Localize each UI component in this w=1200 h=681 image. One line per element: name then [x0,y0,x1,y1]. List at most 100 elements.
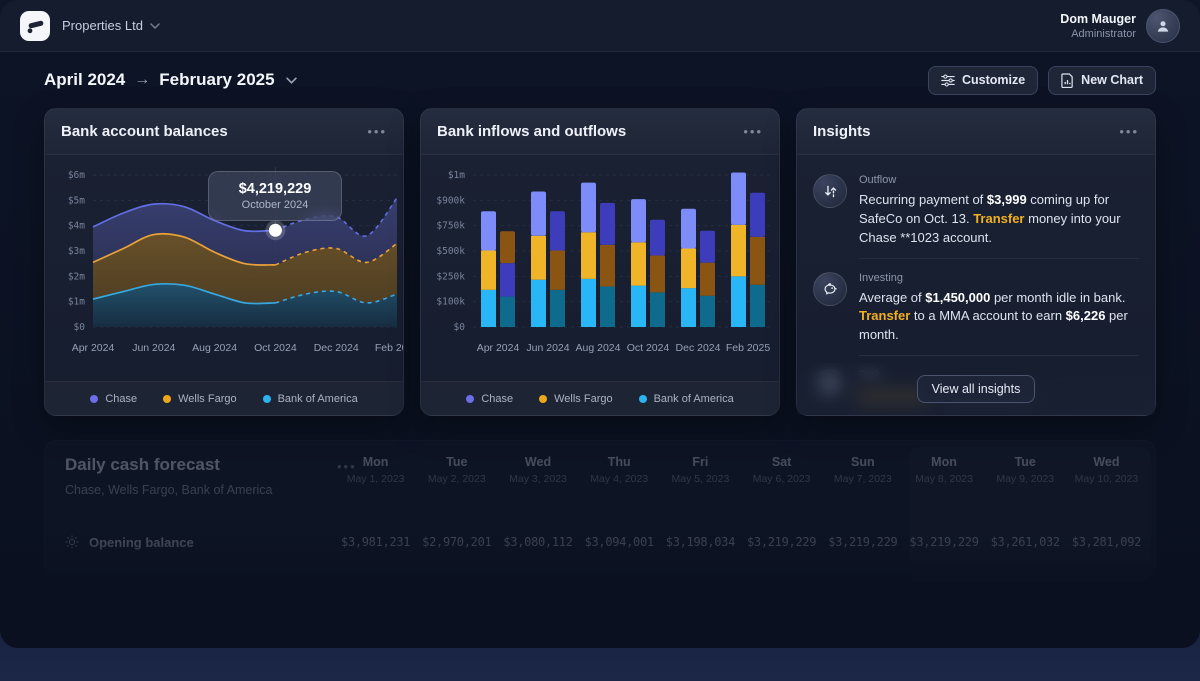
forecast-day: Fri [692,455,709,469]
chevron-down-icon [285,76,297,84]
person-icon [1157,20,1169,32]
svg-text:$1m: $1m [68,297,85,308]
date-range-start: April 2024 [44,70,126,89]
svg-text:Aug 2024: Aug 2024 [576,342,621,354]
customize-button[interactable]: Customize [927,65,1039,95]
company-name: Properties Ltd [62,18,143,33]
piggy-bank-icon [813,271,847,306]
forecast-value: $3,080,112 [503,535,573,549]
forecast-column: Mon May 8, 2023 $3,219,229 [903,441,984,589]
legend-item-wells-fargo[interactable]: Wells Fargo [539,392,613,405]
date-range-selector[interactable]: April 2024 → February 2025 [44,70,297,90]
forecast-date: May 5, 2023 [671,473,730,485]
legend-color-dot [163,394,172,403]
forecast-value: $3,219,229 [909,535,979,549]
forecast-column: Mon May 1, 2023 $3,981,231 [335,441,416,589]
forecast-day: Wed [524,455,552,469]
insight-text: Average of $1,450,000 per month idle in … [859,289,1128,343]
svg-text:$4m: $4m [68,221,85,232]
svg-text:Feb 2025: Feb 2025 [726,342,771,354]
legend-label: Chase [105,392,138,405]
forecast-day: Mon [362,455,389,469]
company-switcher[interactable]: Properties Ltd [62,18,160,33]
app-logo-icon [20,10,50,41]
svg-text:Dec 2024: Dec 2024 [314,342,359,354]
svg-text:$0: $0 [74,322,86,333]
forecast-date: May 9, 2023 [996,473,1055,485]
forecast-column: Fri May 5, 2023 $3,198,034 [660,441,741,589]
user-name: Dom Mauger [1060,11,1136,26]
insights-list: Outflow Recurring payment of $3,999 comin… [797,155,1155,415]
forecast-value: $3,281,092 [1071,535,1142,549]
legend-color-dot [90,394,99,403]
tooltip-label: October 2024 [241,199,309,211]
svg-text:Feb 2025: Feb 2025 [375,342,404,354]
legend-color-dot [638,394,647,403]
card-title: Insights [813,123,871,140]
card-menu-button[interactable]: ••• [743,124,763,139]
forecast-date: May 3, 2023 [509,473,567,485]
divider [859,355,1139,357]
legend-label: Bank of America [653,392,734,405]
chart-file-icon [1061,72,1073,88]
arrow-right-icon: → [134,71,151,88]
forecast-value: $3,981,231 [340,535,411,549]
svg-text:Oct 2024: Oct 2024 [254,342,297,354]
page-header: April 2024 → February 2025 Customize New… [44,64,1156,96]
forecast-date: May 10, 2023 [1074,473,1139,485]
svg-text:Apr 2024: Apr 2024 [477,342,520,354]
flows-bar-chart: $0 $100k $250k $500k $750k $900k $1m Apr 2024 Ju… [436,170,773,354]
forecast-column: Sun May 7, 2023 $3,219,229 [822,441,903,589]
forecast-date: May 6, 2023 [752,473,811,485]
svg-text:$5m: $5m [68,195,85,206]
chevron-down-icon [150,22,160,29]
tooltip-value: $4,219,229 [238,181,312,197]
sun-icon [65,535,79,554]
legend-item-wells-fargo[interactable]: Wells Fargo [163,392,237,405]
forecast-date: May 2, 2023 [427,473,486,485]
svg-text:Jun 2024: Jun 2024 [526,342,569,354]
card-menu-button[interactable]: ••• [1119,124,1139,139]
forecast-day: Sat [771,455,792,469]
card-menu-button[interactable]: ••• [337,459,357,474]
transfer-link[interactable]: Transfer [859,308,911,324]
forecast-columns: Mon May 1, 2023 $3,981,231 Tue May 2, 2023 $2… [335,441,1147,589]
legend-color-dot [262,394,271,403]
svg-text:$500k: $500k [436,246,465,257]
forecast-day: Thu [607,455,631,469]
chart-tooltip: $4,219,229 October 2024 [208,171,342,221]
card-menu-button[interactable]: ••• [367,124,387,139]
legend-item-bank-of-america[interactable]: Bank of America [262,393,358,405]
legend-label: Wells Fargo [178,392,237,405]
legend-label: Wells Fargo [554,392,613,405]
legend-item-chase[interactable]: Chase [466,393,513,405]
customize-label: Customize [961,73,1026,87]
svg-text:$2m: $2m [68,271,85,282]
insight-item-outflow: Outflow Recurring payment of $3,999 comin… [813,161,1139,258]
forecast-day: Mon [931,455,957,469]
forecast-column: Wed May 10, 2023 $3,281,092 [1066,441,1147,589]
svg-text:Jun 2024: Jun 2024 [132,342,175,354]
svg-text:$100k: $100k [436,297,465,308]
insight-label: Investing [859,271,904,284]
user-menu[interactable]: Dom Mauger Administrator [1060,8,1180,43]
forecast-column: Tue May 2, 2023 $2,970,201 [416,441,497,589]
new-chart-button[interactable]: New Chart [1048,65,1156,95]
legend-label: Chase [481,392,514,405]
chart-legend: Chase Wells Fargo Bank of America [421,381,779,415]
svg-text:$750k: $750k [436,221,465,232]
view-all-insights-button[interactable]: View all insights [916,375,1036,403]
svg-text:$6m: $6m [68,170,85,181]
forecast-day: Tue [1014,455,1036,469]
legend-item-bank-of-america[interactable]: Bank of America [638,392,734,405]
legend-color-dot [539,394,548,403]
legend-item-chase[interactable]: Chase [90,393,137,405]
forecast-value: $3,198,034 [665,535,736,549]
insight-item-investing: Investing Average of $1,450,000 per month… [813,259,1139,356]
legend-color-dot [466,394,475,403]
forecast-title: Daily cash forecast [65,455,220,474]
transfer-link[interactable]: Transfer [973,210,1025,226]
avatar[interactable] [1146,8,1180,43]
forecast-day: Tue [446,455,468,469]
forecast-value: $3,261,032 [990,535,1061,549]
